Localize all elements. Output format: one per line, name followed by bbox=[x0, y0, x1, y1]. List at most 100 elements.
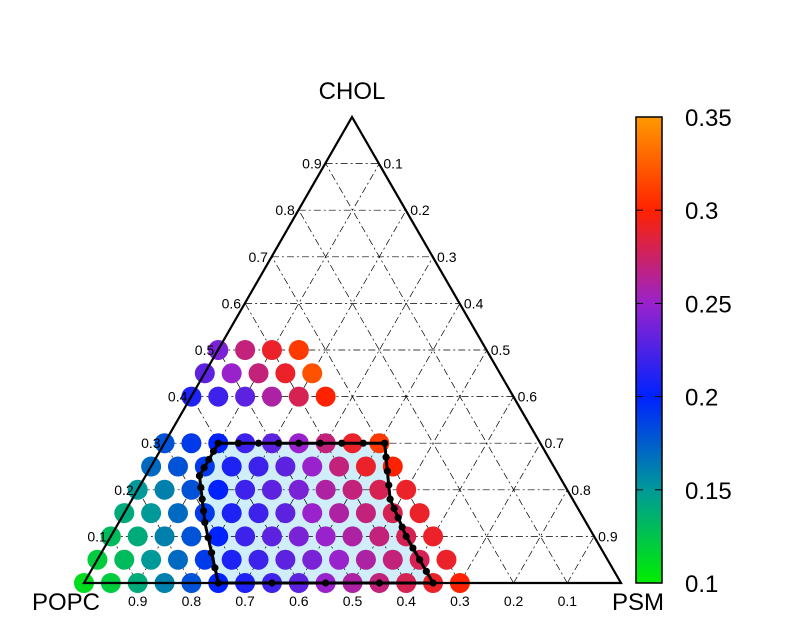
colorbar-gradient bbox=[635, 116, 663, 584]
boundary-marker bbox=[234, 439, 242, 447]
tick-label-psm: 0.8 bbox=[571, 482, 591, 498]
grid-line-psm bbox=[566, 536, 595, 583]
data-point bbox=[302, 363, 323, 384]
tick-label-psm: 0.5 bbox=[491, 342, 511, 358]
data-point bbox=[235, 526, 256, 547]
data-point bbox=[181, 526, 202, 547]
data-point bbox=[208, 526, 229, 547]
boundary-marker bbox=[204, 533, 212, 542]
data-point bbox=[315, 526, 336, 547]
data-point bbox=[342, 526, 363, 547]
tick-label-psm: 0.2 bbox=[410, 202, 430, 218]
boundary-marker bbox=[394, 514, 402, 522]
triangle-frame bbox=[82, 114, 623, 585]
data-point bbox=[221, 549, 242, 570]
data-point bbox=[288, 526, 309, 547]
boundary-marker bbox=[201, 518, 209, 527]
data-point bbox=[275, 456, 296, 477]
tick-label-psm: 0.6 bbox=[518, 389, 538, 405]
data-point bbox=[342, 479, 363, 500]
vertex-label-right: PSM bbox=[612, 589, 664, 616]
data-point bbox=[167, 456, 188, 477]
data-point bbox=[141, 503, 162, 524]
boundary-marker bbox=[211, 564, 219, 572]
data-point bbox=[221, 363, 242, 384]
boundary-marker bbox=[383, 467, 392, 475]
tick-label-chol: 0.5 bbox=[195, 342, 215, 358]
data-point bbox=[127, 526, 148, 547]
boundary-marker bbox=[398, 523, 406, 531]
tick-label-chol: 0.3 bbox=[141, 435, 161, 451]
data-point bbox=[288, 479, 309, 500]
boundary-marker bbox=[214, 439, 222, 447]
data-point bbox=[248, 456, 269, 477]
tick-label-popc: 0.9 bbox=[128, 593, 148, 609]
bottom-axis-ticks: 0.1 0.2 0.3 0.4 0.5 0.6 0.7 0.8 0.9 bbox=[128, 593, 577, 609]
colorbar-ticks: 0.1 0.15 0.2 0.25 0.3 0.35 bbox=[636, 105, 732, 598]
data-point bbox=[181, 433, 202, 454]
data-point bbox=[369, 479, 390, 500]
data-point bbox=[261, 340, 282, 360]
boundary-marker bbox=[386, 495, 394, 503]
tick-label-psm: 0.9 bbox=[598, 528, 618, 544]
data-point bbox=[329, 503, 350, 524]
tick-label-psm: 0.3 bbox=[437, 249, 457, 265]
boundary-marker bbox=[197, 483, 205, 492]
data-point bbox=[382, 549, 403, 570]
tick-label-popc: 0.3 bbox=[450, 593, 470, 609]
boundary-marker bbox=[209, 447, 218, 455]
data-point bbox=[302, 549, 323, 570]
boundary-marker bbox=[254, 439, 263, 447]
data-point bbox=[275, 503, 296, 524]
data-point bbox=[355, 503, 376, 524]
colorbar-tick-label: 0.2 bbox=[685, 385, 718, 412]
data-point bbox=[288, 340, 309, 360]
boundary-marker bbox=[199, 507, 208, 515]
data-point bbox=[369, 526, 390, 547]
data-point bbox=[248, 503, 269, 524]
data-point bbox=[208, 479, 229, 500]
data-point bbox=[355, 456, 376, 477]
colorbar-tick-label: 0.1 bbox=[685, 571, 718, 598]
colorbar-tick-label: 0.15 bbox=[685, 478, 732, 505]
boundary-marker bbox=[338, 439, 346, 447]
data-point bbox=[423, 526, 444, 547]
colorbar-tick-label: 0.25 bbox=[685, 291, 732, 318]
data-point bbox=[315, 386, 336, 407]
colorbar: 0.1 0.15 0.2 0.25 0.3 0.35 bbox=[635, 105, 732, 598]
vertex-label-top: CHOL bbox=[319, 78, 386, 105]
data-point bbox=[396, 479, 417, 500]
boundary-marker bbox=[416, 556, 424, 564]
data-point bbox=[409, 503, 430, 524]
data-point bbox=[167, 549, 188, 570]
boundary-marker bbox=[207, 549, 216, 557]
vertex-label-left: POPC bbox=[32, 589, 100, 616]
data-point bbox=[208, 386, 229, 407]
boundary-marker bbox=[198, 495, 206, 503]
data-point bbox=[302, 503, 323, 524]
boundary-marker bbox=[316, 439, 324, 447]
data-point bbox=[221, 503, 242, 524]
tick-label-popc: 0.7 bbox=[235, 593, 255, 609]
data-point bbox=[114, 549, 135, 570]
colorbar-tick-label: 0.3 bbox=[685, 198, 718, 225]
boundary-marker bbox=[382, 453, 390, 461]
boundary-marker bbox=[390, 504, 398, 513]
data-point bbox=[154, 479, 175, 500]
boundary-marker bbox=[422, 567, 430, 575]
data-point bbox=[275, 549, 296, 570]
right-axis-ticks: 0.1 0.2 0.3 0.4 0.5 0.6 0.7 0.8 0.9 bbox=[383, 156, 617, 545]
tick-label-chol: 0.7 bbox=[248, 249, 268, 265]
data-point bbox=[355, 549, 376, 570]
data-point bbox=[248, 363, 269, 384]
boundary-marker bbox=[359, 439, 367, 447]
left-axis-ticks: 0.1 0.2 0.3 0.4 0.5 0.6 0.7 0.8 0.9 bbox=[87, 156, 321, 545]
tick-label-psm: 0.1 bbox=[383, 156, 403, 172]
data-point bbox=[436, 549, 457, 570]
colorbar-tick-label: 0.35 bbox=[685, 105, 732, 132]
data-point bbox=[275, 363, 296, 384]
tick-label-popc: 0.6 bbox=[289, 593, 309, 609]
tick-label-chol: 0.1 bbox=[87, 528, 107, 544]
tick-label-chol: 0.8 bbox=[275, 202, 295, 218]
tick-label-popc: 0.4 bbox=[396, 593, 416, 609]
